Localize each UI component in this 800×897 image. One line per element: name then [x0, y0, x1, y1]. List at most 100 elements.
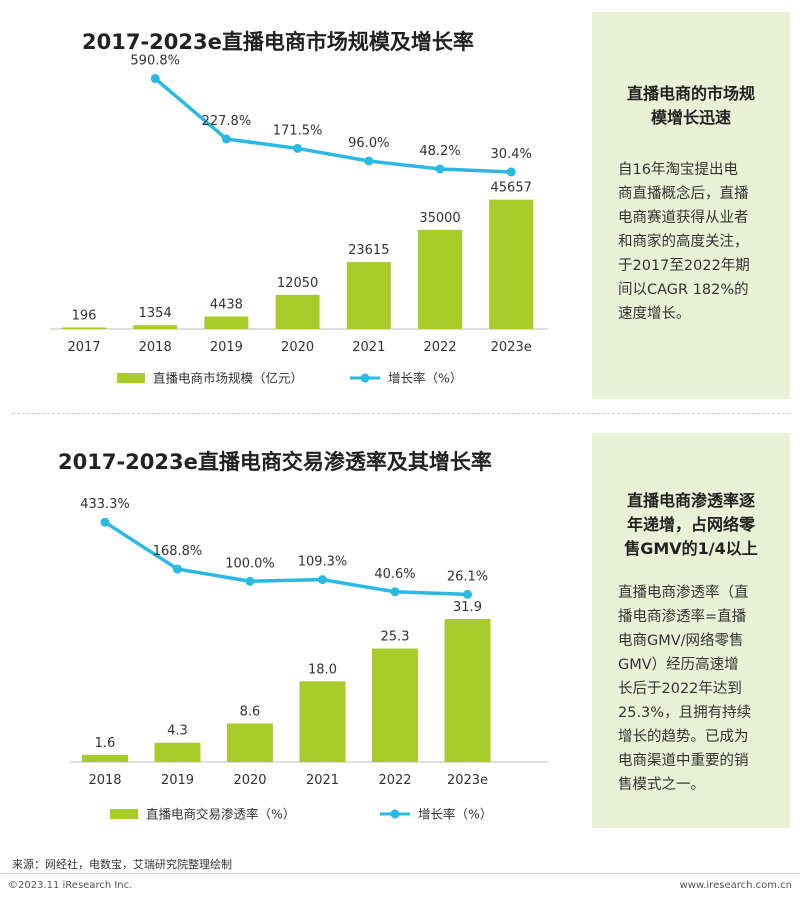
chart1-title: 2017-2023e直播电商市场规模及增长率: [82, 30, 474, 54]
x-tick-label: 2017: [67, 340, 100, 355]
chart1-panel-body-line: 速度增长。: [618, 306, 691, 322]
bar: [62, 327, 106, 329]
growth-rate-label: 26.1%: [447, 569, 488, 584]
growth-rate-point: [100, 517, 110, 527]
bar: [418, 229, 462, 329]
chart2-panel-title-line: 售GMV的1/4以上: [624, 539, 758, 558]
x-tick-label: 2020: [233, 773, 266, 788]
chart1-panel-body-line: 间以CAGR 182%的: [618, 282, 749, 298]
x-tick-label: 2021: [352, 340, 385, 355]
x-tick-label: 2019: [161, 773, 194, 788]
bar-value-label: 12050: [277, 276, 318, 291]
chart2-panel-body-line: 25.3%，且拥有持续: [618, 705, 752, 721]
bar: [133, 325, 178, 329]
chart1-panel-body: 自16年淘宝提出电 商直播概念后，直播 电商赛道获得从业者 和商家的高度关注， …: [618, 158, 786, 326]
x-tick-label: 2022: [423, 340, 456, 355]
chart1-panel-body-line: 电商赛道获得从业者: [618, 210, 749, 226]
growth-rate-point: [293, 143, 303, 153]
source-note: 来源：网经社，电数宝，艾瑞研究院整理绘制: [12, 858, 232, 871]
legend-swatch-dot: [390, 809, 400, 819]
chart2-side-panel: 直播电商渗透率逐 年递增，占网络零 售GMV的1/4以上 直播电商渗透率（直 播…: [592, 433, 790, 828]
chart1-panel-body-line: 于2017至2022年期: [618, 258, 750, 274]
growth-rate-point: [221, 134, 231, 144]
x-tick-label: 2023e: [491, 340, 532, 355]
chart2-title: 2017-2023e直播电商交易渗透率及其增长率: [58, 450, 492, 474]
chart2-panel-body-line: 电商GMV/网络零售: [618, 633, 744, 649]
legend-label-line: 增长率（%）: [388, 371, 462, 386]
legend-swatch-bars: [117, 373, 145, 383]
bar: [372, 648, 418, 762]
bar-value-label: 23615: [348, 243, 389, 258]
growth-rate-label: 171.5%: [273, 123, 323, 138]
legend-swatch-dot: [360, 373, 370, 383]
chart2-panel-title-line: 直播电商渗透率逐: [626, 491, 755, 510]
growth-rate-label: 100.0%: [225, 556, 275, 571]
bar: [82, 754, 128, 762]
bar: [444, 618, 491, 762]
chart2-panel-body-line: 播电商渗透率=直播: [618, 609, 747, 625]
bar-value-label: 1.6: [95, 736, 116, 751]
x-tick-label: 2018: [88, 773, 121, 788]
chart2-panel-title: 直播电商渗透率逐 年递增，占网络零 售GMV的1/4以上: [600, 489, 782, 561]
growth-rate-label: 227.8%: [202, 114, 252, 129]
bar: [346, 262, 391, 329]
bar-value-label: 35000: [419, 211, 460, 226]
growth-rate-label: 109.3%: [298, 555, 348, 570]
x-tick-label: 2021: [306, 773, 339, 788]
growth-rate-label: 96.0%: [348, 136, 389, 151]
chart2-panel-body-line: 增长的趋势。已成为: [618, 729, 749, 745]
legend-swatch-bars: [110, 809, 138, 819]
bar: [154, 742, 201, 762]
bar-value-label: 1354: [139, 306, 172, 321]
chart1-panel-title-line: 模增长迅速: [650, 108, 731, 127]
bar-value-label: 196: [72, 309, 97, 324]
bar: [227, 723, 273, 762]
growth-rate-label: 48.2%: [419, 144, 460, 159]
growth-rate-label: 30.4%: [491, 147, 532, 162]
growth-rate-point: [390, 587, 400, 597]
chart1-panel-title: 直播电商的市场规 模增长迅速: [600, 82, 782, 130]
growth-rate-line: [104, 520, 468, 597]
chart1-panel-body-line: 和商家的高度关注，: [618, 234, 749, 250]
bar-value-label: 31.9: [453, 600, 482, 615]
chart2-panel-body-line: 长后于2022年达到: [618, 681, 742, 697]
x-tick-label: 2018: [139, 340, 172, 355]
growth-rate-label: 40.6%: [374, 567, 415, 582]
growth-rate-point: [364, 156, 374, 166]
growth-rate-line: [154, 77, 512, 174]
bar-value-label: 45657: [491, 181, 532, 196]
bar-value-label: 4438: [210, 297, 243, 312]
x-tick-label: 2019: [210, 340, 243, 355]
growth-rate-point: [150, 74, 160, 84]
chart1-panel-body-line: 自16年淘宝提出电: [618, 162, 738, 178]
growth-rate-point: [435, 164, 445, 174]
chart2-panel-body-line: GMV）经历高速增: [618, 657, 739, 673]
x-tick-label: 2020: [281, 340, 314, 355]
chart2-panel-body: 直播电商渗透率（直 播电商渗透率=直播 电商GMV/网络零售 GMV）经历高速增…: [618, 581, 786, 797]
legend-label-line: 增长率（%）: [418, 807, 492, 822]
bar-value-label: 4.3: [167, 724, 188, 739]
chart1-panel-body-line: 商直播概念后，直播: [618, 186, 749, 202]
growth-rate-point: [506, 167, 516, 177]
copyright: ©2023.11 iResearch Inc.: [8, 880, 133, 891]
bar: [299, 681, 346, 762]
bar-value-label: 18.0: [308, 662, 337, 677]
bar-value-label: 8.6: [240, 704, 261, 719]
growth-rate-point: [318, 575, 327, 585]
chart1-panel-title-line: 直播电商的市场规: [626, 84, 755, 103]
chart2-panel-title-line: 年递增，占网络零: [626, 515, 755, 534]
footer-divider: [0, 873, 800, 874]
chart2-panel-body-line: 直播电商渗透率（直: [618, 585, 749, 601]
x-tick-label: 2022: [378, 773, 411, 788]
growth-rate-point: [245, 576, 255, 586]
chart2-panel-body-line: 电商渠道中重要的销: [618, 753, 749, 769]
growth-rate-point: [463, 589, 472, 599]
chart2-panel-body-line: 售模式之一。: [618, 777, 705, 793]
bar: [275, 294, 320, 329]
legend-label-bars: 直播电商交易渗透率（%）: [146, 807, 295, 822]
growth-rate-label: 590.8%: [130, 54, 180, 69]
chart1-side-panel: 直播电商的市场规 模增长迅速 自16年淘宝提出电 商直播概念后，直播 电商赛道获…: [592, 12, 790, 399]
bar-value-label: 25.3: [381, 630, 410, 645]
